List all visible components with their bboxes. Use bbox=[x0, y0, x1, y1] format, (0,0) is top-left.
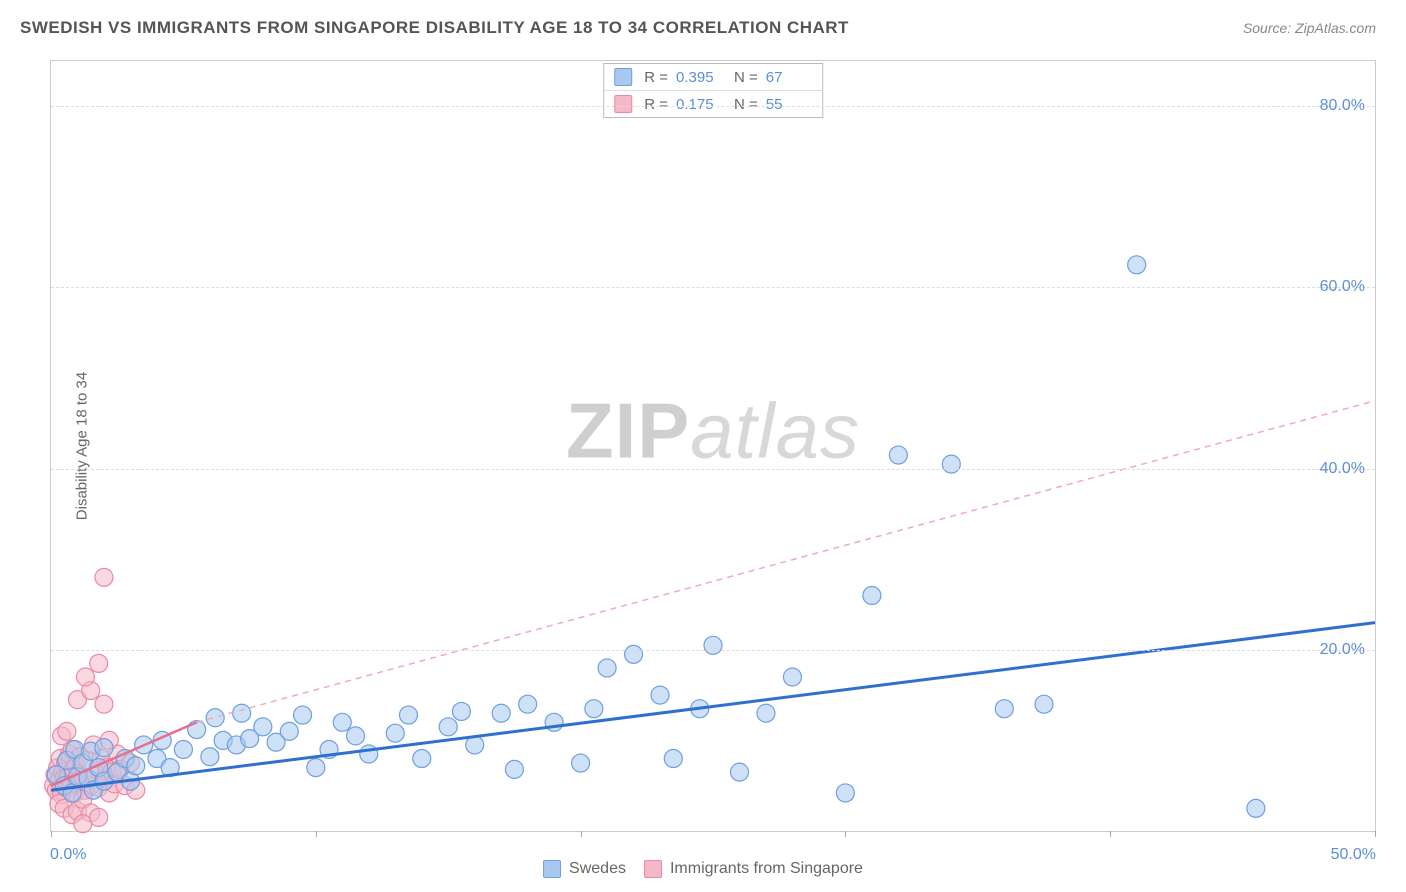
swatch-swedes bbox=[543, 860, 561, 878]
legend-item-immigrants: Immigrants from Singapore bbox=[644, 860, 863, 878]
source-label: Source: ZipAtlas.com bbox=[1243, 20, 1376, 36]
scatter-chart: ZIPatlas R = 0.395 N = 67 R = 0.175 N = … bbox=[50, 60, 1376, 832]
y-tick-label: 80.0% bbox=[1320, 97, 1365, 115]
y-tick-label: 40.0% bbox=[1320, 460, 1365, 478]
chart-header: SWEDISH VS IMMIGRANTS FROM SINGAPORE DIS… bbox=[0, 0, 1406, 48]
legend-item-swedes: Swedes bbox=[543, 860, 626, 878]
y-tick-label: 20.0% bbox=[1320, 641, 1365, 659]
x-tick-start: 0.0% bbox=[50, 846, 86, 864]
y-tick-label: 60.0% bbox=[1320, 278, 1365, 296]
legend-label-swedes: Swedes bbox=[569, 860, 626, 878]
legend-label-immigrants: Immigrants from Singapore bbox=[670, 860, 863, 878]
swatch-immigrants bbox=[644, 860, 662, 878]
plot-svg bbox=[51, 61, 1375, 831]
chart-title: SWEDISH VS IMMIGRANTS FROM SINGAPORE DIS… bbox=[20, 18, 849, 38]
bottom-legend: Swedes Immigrants from Singapore bbox=[543, 860, 863, 878]
x-tick-end: 50.0% bbox=[1331, 846, 1376, 864]
